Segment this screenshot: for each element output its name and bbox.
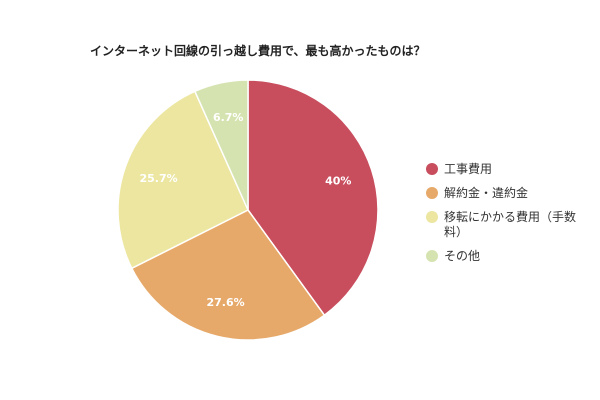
pie-slices: [117, 79, 379, 341]
chart-title: インターネット回線の引っ越し費用で、最も高かったものは？: [90, 43, 426, 58]
pie-slice-1: [247, 79, 379, 317]
legend-swatch-4: [426, 250, 438, 262]
legend-swatch-1: [426, 163, 438, 175]
legend-label-3-line-1: 移転にかかる費用（手数: [444, 209, 576, 224]
legend-label-3-line-2: 料）: [444, 225, 468, 239]
pie-slice-3: [117, 90, 249, 270]
legend-item-4[interactable]: その他: [426, 249, 480, 263]
slice-value-label-3: 25.7%: [140, 172, 178, 185]
pie-slice-2: [130, 209, 326, 341]
slice-value-label-2: 27.6%: [207, 296, 245, 309]
legend-label-4-line-1: その他: [444, 249, 480, 263]
pie-slice-labels: 40% 27.6% 25.7% 6.7%: [140, 111, 352, 309]
legend-label-2-line-1: 解約金・違約金: [444, 185, 528, 200]
legend-label-1-line-1: 工事費用: [444, 161, 492, 176]
legend-item-3[interactable]: 移転にかかる費用（手数料）: [426, 209, 576, 239]
pie-slice-4: [193, 79, 249, 211]
slice-value-label-1: 40%: [325, 175, 351, 188]
legend-swatch-2: [426, 187, 438, 199]
legend-item-2[interactable]: 解約金・違約金: [426, 185, 528, 200]
slice-value-label-4: 6.7%: [213, 111, 244, 124]
legend-swatch-3: [426, 211, 438, 223]
legend-item-1[interactable]: 工事費用: [426, 161, 492, 176]
